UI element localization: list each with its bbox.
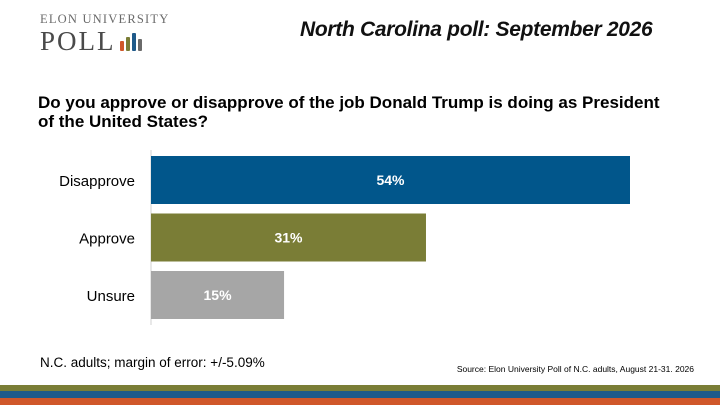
bar-unsure xyxy=(151,271,285,319)
logo-poll-row: POLL xyxy=(40,26,169,56)
bar-disapprove xyxy=(151,156,630,204)
category-label-disapprove: Disapprove xyxy=(59,173,135,190)
data-label-unsure: 15% xyxy=(204,287,233,303)
stripe xyxy=(0,385,720,391)
margin-of-error-note: N.C. adults; margin of error: +/-5.09% xyxy=(40,355,265,370)
source-note: Source: Elon University Poll of N.C. adu… xyxy=(456,364,694,374)
elon-poll-logo: ELON UNIVERSITY POLL xyxy=(40,12,170,56)
logo-poll-text: POLL xyxy=(40,26,116,56)
logo-university-text: ELON UNIVERSITY xyxy=(40,12,170,26)
bar-approve xyxy=(151,213,426,262)
logo-bar xyxy=(137,39,142,51)
data-label-approve: 31% xyxy=(274,230,303,246)
poll-question: Do you approve or disapprove of the job … xyxy=(38,93,660,131)
page-title: North Carolina poll: September 2026 xyxy=(300,18,653,41)
stripe xyxy=(0,391,720,398)
stripe xyxy=(0,398,720,405)
footer-stripes xyxy=(0,385,720,405)
logo-bar xyxy=(131,33,136,51)
category-label-unsure: Unsure xyxy=(87,288,135,305)
logo-bar xyxy=(119,41,124,51)
category-label-approve: Approve xyxy=(79,231,135,248)
data-label-disapprove: 54% xyxy=(376,172,405,188)
logo-bars-icon xyxy=(119,33,142,51)
logo-bar xyxy=(125,37,130,51)
